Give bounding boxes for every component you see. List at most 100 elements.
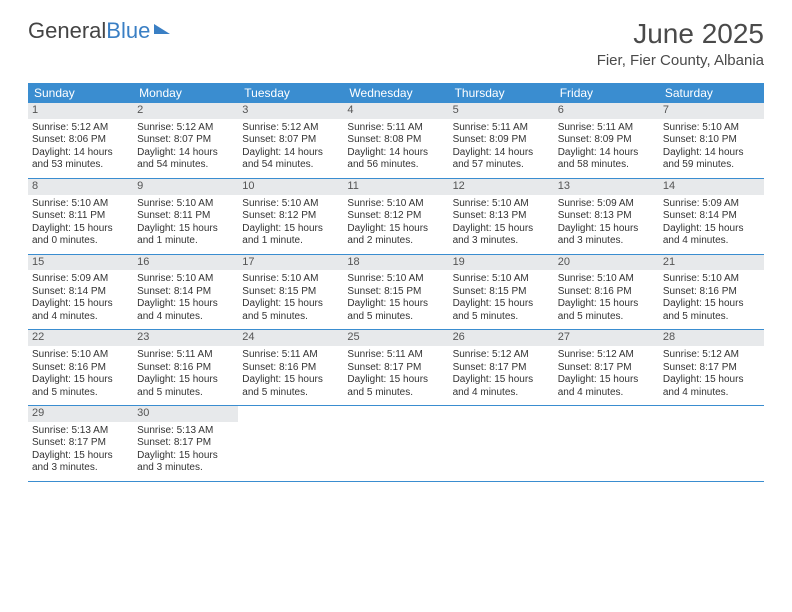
day-number: 27: [554, 330, 659, 346]
sunrise-line: Sunrise: 5:10 AM: [663, 273, 760, 286]
logo-text-2: Blue: [106, 18, 150, 44]
daylight-line: Daylight: 15 hours and 5 minutes.: [137, 374, 234, 399]
sunrise-line: Sunrise: 5:11 AM: [453, 122, 550, 135]
day-cell: 1Sunrise: 5:12 AMSunset: 8:06 PMDaylight…: [28, 103, 133, 178]
day-cell: 25Sunrise: 5:11 AMSunset: 8:17 PMDayligh…: [343, 330, 448, 405]
dow-cell: Sunday: [28, 83, 133, 103]
day-cell: 13Sunrise: 5:09 AMSunset: 8:13 PMDayligh…: [554, 179, 659, 254]
day-cell: 21Sunrise: 5:10 AMSunset: 8:16 PMDayligh…: [659, 255, 764, 330]
day-number: 2: [133, 103, 238, 119]
sunrise-line: Sunrise: 5:11 AM: [347, 122, 444, 135]
sunset-line: Sunset: 8:07 PM: [242, 134, 339, 147]
sunrise-line: Sunrise: 5:10 AM: [558, 273, 655, 286]
sunrise-line: Sunrise: 5:11 AM: [347, 349, 444, 362]
day-number: 16: [133, 255, 238, 271]
sunset-line: Sunset: 8:12 PM: [242, 210, 339, 223]
dow-cell: Friday: [554, 83, 659, 103]
day-number: 13: [554, 179, 659, 195]
daylight-line: Daylight: 15 hours and 1 minute.: [137, 223, 234, 248]
daylight-line: Daylight: 14 hours and 59 minutes.: [663, 147, 760, 172]
sunrise-line: Sunrise: 5:12 AM: [32, 122, 129, 135]
logo-text-1: General: [28, 18, 106, 44]
sunrise-line: Sunrise: 5:10 AM: [453, 273, 550, 286]
sunset-line: Sunset: 8:14 PM: [663, 210, 760, 223]
sunrise-line: Sunrise: 5:09 AM: [663, 198, 760, 211]
sunset-line: Sunset: 8:14 PM: [32, 286, 129, 299]
daylight-line: Daylight: 15 hours and 4 minutes.: [663, 374, 760, 399]
day-number: 14: [659, 179, 764, 195]
dow-cell: Tuesday: [238, 83, 343, 103]
sunrise-line: Sunrise: 5:11 AM: [242, 349, 339, 362]
day-number: 28: [659, 330, 764, 346]
daylight-line: Daylight: 15 hours and 5 minutes.: [347, 374, 444, 399]
sunset-line: Sunset: 8:08 PM: [347, 134, 444, 147]
sunset-line: Sunset: 8:06 PM: [32, 134, 129, 147]
day-cell: 22Sunrise: 5:10 AMSunset: 8:16 PMDayligh…: [28, 330, 133, 405]
day-cell: 14Sunrise: 5:09 AMSunset: 8:14 PMDayligh…: [659, 179, 764, 254]
day-number: [659, 406, 764, 422]
day-cell: 5Sunrise: 5:11 AMSunset: 8:09 PMDaylight…: [449, 103, 554, 178]
day-cell: 6 Sunrise: 5:11 AMSunset: 8:09 PMDaylight…: [554, 103, 659, 178]
daylight-line: Daylight: 14 hours and 54 minutes.: [137, 147, 234, 172]
sunrise-line: Sunrise: 5:12 AM: [242, 122, 339, 135]
daylight-line: Daylight: 15 hours and 4 minutes.: [453, 374, 550, 399]
daylight-line: Daylight: 15 hours and 0 minutes.: [32, 223, 129, 248]
sunset-line: Sunset: 8:15 PM: [453, 286, 550, 299]
day-cell: 16Sunrise: 5:10 AMSunset: 8:14 PMDayligh…: [133, 255, 238, 330]
day-number: 23: [133, 330, 238, 346]
day-cell: 4Sunrise: 5:11 AMSunset: 8:08 PMDaylight…: [343, 103, 448, 178]
day-number: 3: [238, 103, 343, 119]
dow-cell: Saturday: [659, 83, 764, 103]
sunrise-line: Sunrise: 5:10 AM: [242, 198, 339, 211]
sunset-line: Sunset: 8:10 PM: [663, 134, 760, 147]
daylight-line: Daylight: 15 hours and 5 minutes.: [242, 374, 339, 399]
day-number: 26: [449, 330, 554, 346]
sunset-line: Sunset: 8:17 PM: [347, 362, 444, 375]
sunrise-line: Sunrise: 5:10 AM: [453, 198, 550, 211]
week-row: 29Sunrise: 5:13 AMSunset: 8:17 PMDayligh…: [28, 406, 764, 482]
day-number: 5: [449, 103, 554, 119]
day-number: 21: [659, 255, 764, 271]
day-number: 17: [238, 255, 343, 271]
sunset-line: Sunset: 8:11 PM: [137, 210, 234, 223]
day-number: 6: [554, 103, 659, 119]
day-number: 18: [343, 255, 448, 271]
sunset-line: Sunset: 8:15 PM: [242, 286, 339, 299]
daylight-line: Daylight: 15 hours and 5 minutes.: [453, 298, 550, 323]
daylight-line: Daylight: 14 hours and 58 minutes.: [558, 147, 655, 172]
day-number: [238, 406, 343, 422]
day-cell: 11Sunrise: 5:10 AMSunset: 8:12 PMDayligh…: [343, 179, 448, 254]
daylight-line: Daylight: 15 hours and 3 minutes.: [32, 450, 129, 475]
sunset-line: Sunset: 8:07 PM: [137, 134, 234, 147]
day-number: 19: [449, 255, 554, 271]
day-cell: 20Sunrise: 5:10 AMSunset: 8:16 PMDayligh…: [554, 255, 659, 330]
sunrise-line: Sunrise: 5:12 AM: [453, 349, 550, 362]
sunrise-line: Sunrise: 5:10 AM: [347, 198, 444, 211]
day-cell: 29Sunrise: 5:13 AMSunset: 8:17 PMDayligh…: [28, 406, 133, 481]
daylight-line: Daylight: 15 hours and 5 minutes.: [347, 298, 444, 323]
logo: General Blue: [28, 18, 170, 44]
calendar: SundayMondayTuesdayWednesdayThursdayFrid…: [28, 83, 764, 482]
daylight-line: Daylight: 14 hours and 54 minutes.: [242, 147, 339, 172]
day-cell: 15Sunrise: 5:09 AMSunset: 8:14 PMDayligh…: [28, 255, 133, 330]
day-cell: 18Sunrise: 5:10 AMSunset: 8:15 PMDayligh…: [343, 255, 448, 330]
week-row: 8Sunrise: 5:10 AMSunset: 8:11 PMDaylight…: [28, 179, 764, 255]
header: General Blue June 2025 Fier, Fier County…: [0, 0, 792, 77]
week-row: 15Sunrise: 5:09 AMSunset: 8:14 PMDayligh…: [28, 255, 764, 331]
sunset-line: Sunset: 8:17 PM: [137, 437, 234, 450]
day-cell: 3 Sunrise: 5:12 AMSunset: 8:07 PMDaylight…: [238, 103, 343, 178]
sunset-line: Sunset: 8:17 PM: [32, 437, 129, 450]
daylight-line: Daylight: 15 hours and 3 minutes.: [137, 450, 234, 475]
sunrise-line: Sunrise: 5:09 AM: [32, 273, 129, 286]
title-block: June 2025 Fier, Fier County, Albania: [597, 18, 764, 69]
daylight-line: Daylight: 15 hours and 5 minutes.: [558, 298, 655, 323]
page-subtitle: Fier, Fier County, Albania: [597, 52, 764, 69]
sunrise-line: Sunrise: 5:09 AM: [558, 198, 655, 211]
day-cell: 17Sunrise: 5:10 AMSunset: 8:15 PMDayligh…: [238, 255, 343, 330]
sunset-line: Sunset: 8:09 PM: [558, 134, 655, 147]
sunrise-line: Sunrise: 5:11 AM: [558, 122, 655, 135]
daylight-line: Daylight: 15 hours and 2 minutes.: [347, 223, 444, 248]
day-cell: [449, 406, 554, 481]
daylight-line: Daylight: 15 hours and 5 minutes.: [32, 374, 129, 399]
sunrise-line: Sunrise: 5:11 AM: [137, 349, 234, 362]
